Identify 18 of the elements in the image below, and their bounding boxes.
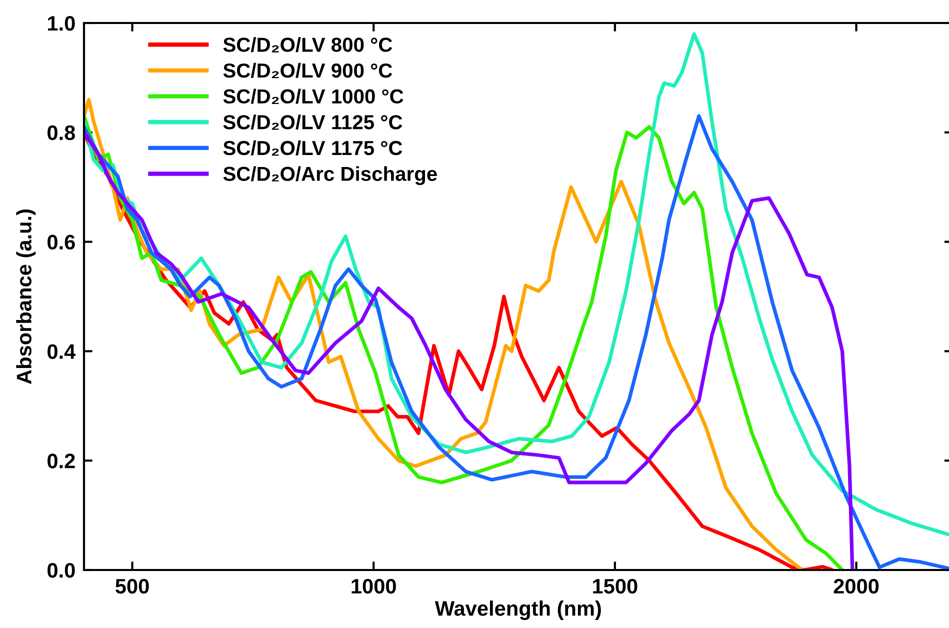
x-tick-label: 1500 — [593, 578, 638, 594]
x-axis-title: Wavelength (nm) — [434, 600, 601, 620]
legend-label: SC/D₂O/LV 1000 °C — [223, 88, 404, 104]
x-tick-label: 2000 — [834, 578, 879, 594]
legend-label: SC/D₂O/Arc Discharge — [223, 166, 437, 186]
y-tick-label: 0.8 — [48, 125, 76, 140]
x-tick-label: 1000 — [352, 578, 396, 594]
x-tick-label: 500 — [116, 578, 149, 594]
y-tick-label: 1.0 — [48, 16, 75, 31]
y-tick-label: 0.6 — [48, 234, 75, 250]
y-tick-label: 0.4 — [48, 344, 76, 359]
legend-label: SC/D₂O/LV 900 °C — [223, 62, 392, 78]
y-tick-label: 0.0 — [48, 563, 75, 578]
legend-label: SC/D₂O/LV 800 °C — [223, 37, 392, 52]
legend-label: SC/D₂O/LV 1175 °C — [223, 140, 402, 156]
legend-label: SC/D₂O/LV 1125 °C — [223, 114, 402, 130]
y-axis-title: Absorbance (a.u.) — [16, 210, 36, 384]
y-tick-label: 0.2 — [48, 454, 75, 468]
